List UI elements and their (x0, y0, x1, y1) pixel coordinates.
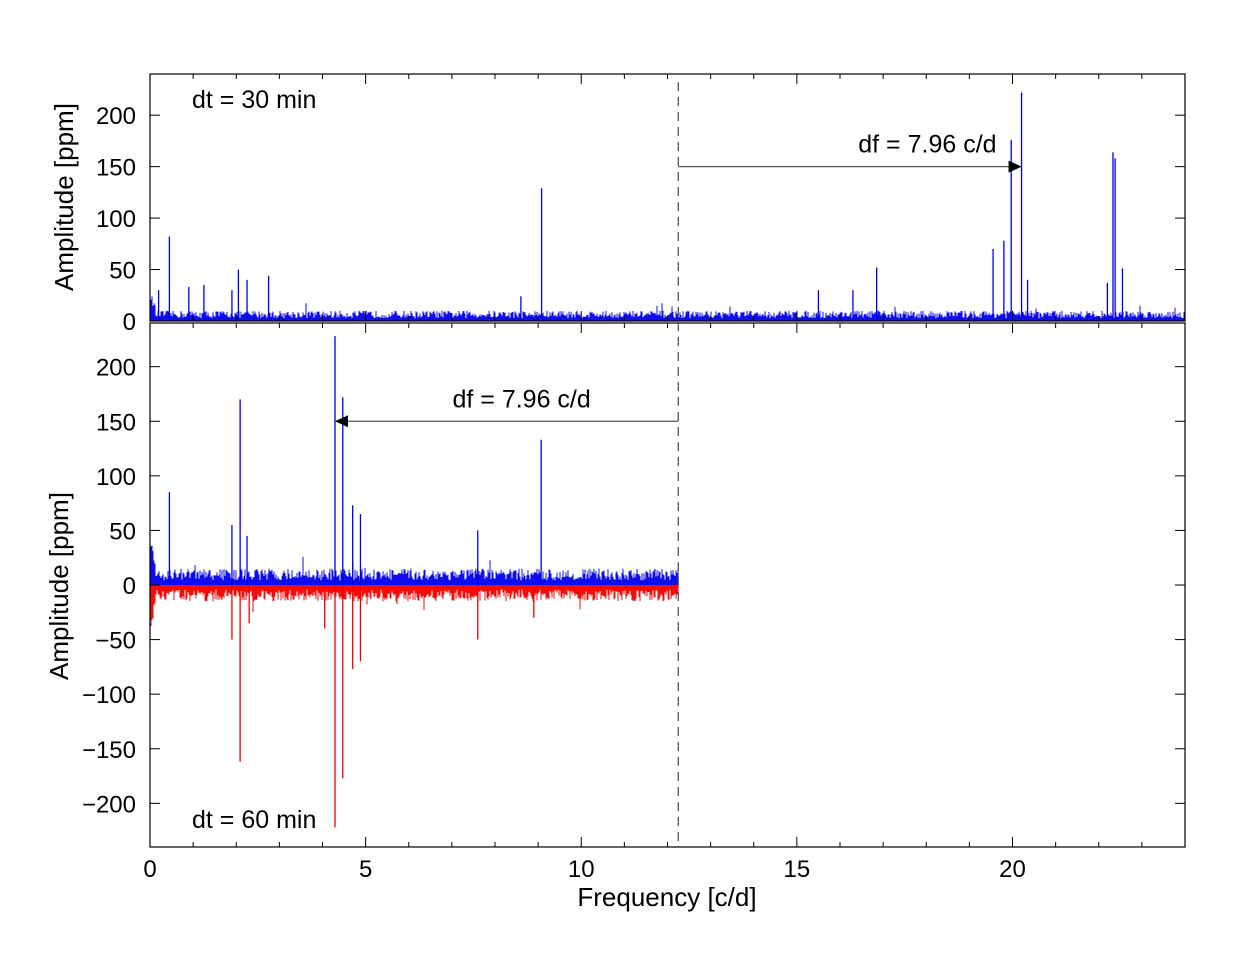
y-tick-label: 100 (96, 206, 136, 233)
y-tick-label: 200 (96, 355, 136, 382)
series-noise-band-bottom-blue (150, 545, 679, 585)
y-tick-label: 50 (109, 518, 136, 545)
bottom-ylabel: Amplitude [ppm] (44, 492, 74, 680)
top-ylabel: Amplitude [ppm] (49, 103, 79, 291)
y-tick-label: 0 (123, 573, 136, 600)
y-tick-label: 150 (96, 155, 136, 182)
top-df-arrow-head (1008, 160, 1022, 173)
x-tick-label: 15 (784, 856, 811, 883)
y-tick-label: 200 (96, 103, 136, 130)
top-df-label: df = 7.96 c/d (858, 131, 996, 159)
y-tick-label: −200 (82, 791, 136, 818)
x-tick-label: 10 (568, 856, 595, 883)
y-tick-label: −150 (82, 737, 136, 764)
y-tick-label: −100 (82, 682, 136, 709)
top-axes-frame (149, 73, 1186, 322)
y-tick-label: 0 (123, 309, 136, 336)
top-axis-ticks: 0 50 100 150 200 (96, 74, 1185, 336)
top-panel-label: dt = 30 min (192, 86, 316, 114)
top-panel: 0 50 100 150 200 dt = 30 min df = 7.96 c/d A… (49, 73, 1186, 336)
y-tick-label: 50 (109, 258, 136, 285)
top-series-group (150, 92, 1185, 321)
x-tick-label: 5 (359, 856, 372, 883)
y-tick-label: 150 (96, 409, 136, 436)
series-noise-band-bottom-red (150, 585, 679, 627)
bottom-axis-ticks: −200 −150 −100 −50 0 50 100 150 200 0 5 10 15 20 (82, 323, 1185, 883)
x-axis-title: Frequency [c/d] (577, 882, 756, 912)
bottom-series-group (150, 336, 679, 828)
y-tick-label: 100 (96, 464, 136, 491)
top-df-arrow: df = 7.96 c/d (678, 131, 1022, 173)
bottom-df-arrow-head (335, 415, 349, 428)
x-tick-label: 20 (999, 856, 1026, 883)
bottom-panel: −200 −150 −100 −50 0 50 100 150 200 0 5 10 15 20 dt =… (44, 322, 1186, 912)
x-tick-label: 0 (143, 856, 156, 883)
bottom-axes-frame (149, 322, 1186, 848)
bottom-panel-label: dt = 60 min (192, 806, 316, 834)
y-tick-label: −50 (95, 628, 136, 655)
bottom-df-arrow: df = 7.96 c/d (335, 385, 679, 428)
bottom-df-label: df = 7.96 c/d (452, 385, 590, 413)
